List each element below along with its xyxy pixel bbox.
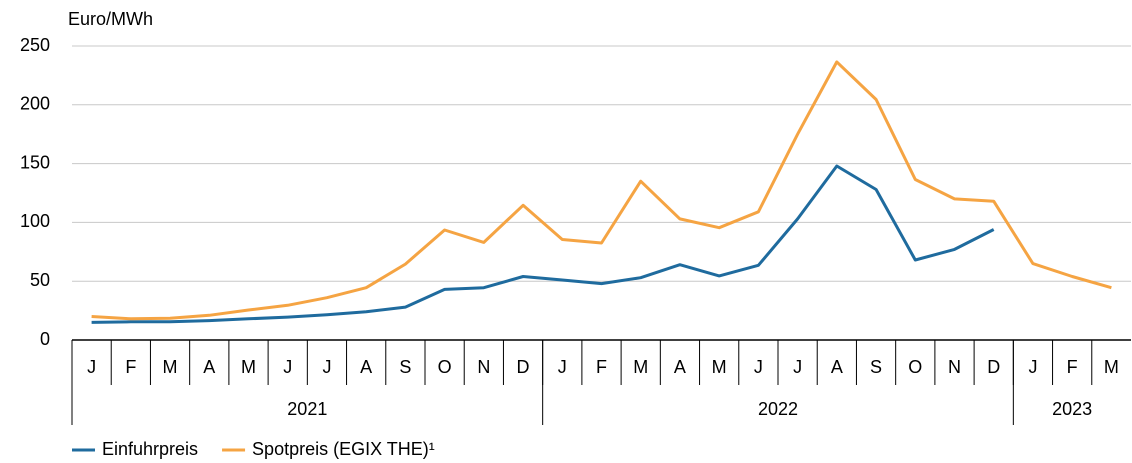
y-tick-label: 50 [30,270,50,290]
x-tick-label: M [163,357,178,377]
x-tick-label: J [558,357,567,377]
group-label: 2023 [1052,399,1092,419]
y-tick-label: 200 [20,94,50,114]
group-label: 2021 [287,399,327,419]
x-tick-label: J [754,357,763,377]
x-tick-label: F [1067,357,1078,377]
x-tick-label: S [399,357,411,377]
x-tick-label: A [674,357,686,377]
x-tick-label: O [908,357,922,377]
x-tick-label: F [125,357,136,377]
x-tick-label: J [793,357,802,377]
x-tick-label: A [360,357,372,377]
x-tick-label: M [1104,357,1119,377]
x-tick-label: J [87,357,96,377]
x-tick-label: D [987,357,1000,377]
series-line [91,164,995,324]
x-tick-label: J [283,357,292,377]
x-tick-label: J [1028,357,1037,377]
series-line [91,60,1112,321]
y-axis-label: Euro/MWh [68,9,153,29]
legend-label: Einfuhrpreis [102,439,198,459]
x-tick-label: J [322,357,331,377]
y-tick-label: 250 [20,35,50,55]
x-tick-label: F [596,357,607,377]
x-tick-label: O [438,357,452,377]
x-tick-label: S [870,357,882,377]
y-tick-label: 0 [40,329,50,349]
x-tick-label: A [831,357,843,377]
x-tick-label: A [203,357,215,377]
x-tick-label: M [241,357,256,377]
legend-label: Spotpreis (EGIX THE)¹ [252,439,435,459]
x-tick-label: D [517,357,530,377]
group-label: 2022 [758,399,798,419]
y-tick-label: 100 [20,211,50,231]
y-tick-label: 150 [20,152,50,172]
x-tick-label: N [477,357,490,377]
x-tick-label: N [948,357,961,377]
x-tick-label: M [633,357,648,377]
x-tick-label: M [712,357,727,377]
